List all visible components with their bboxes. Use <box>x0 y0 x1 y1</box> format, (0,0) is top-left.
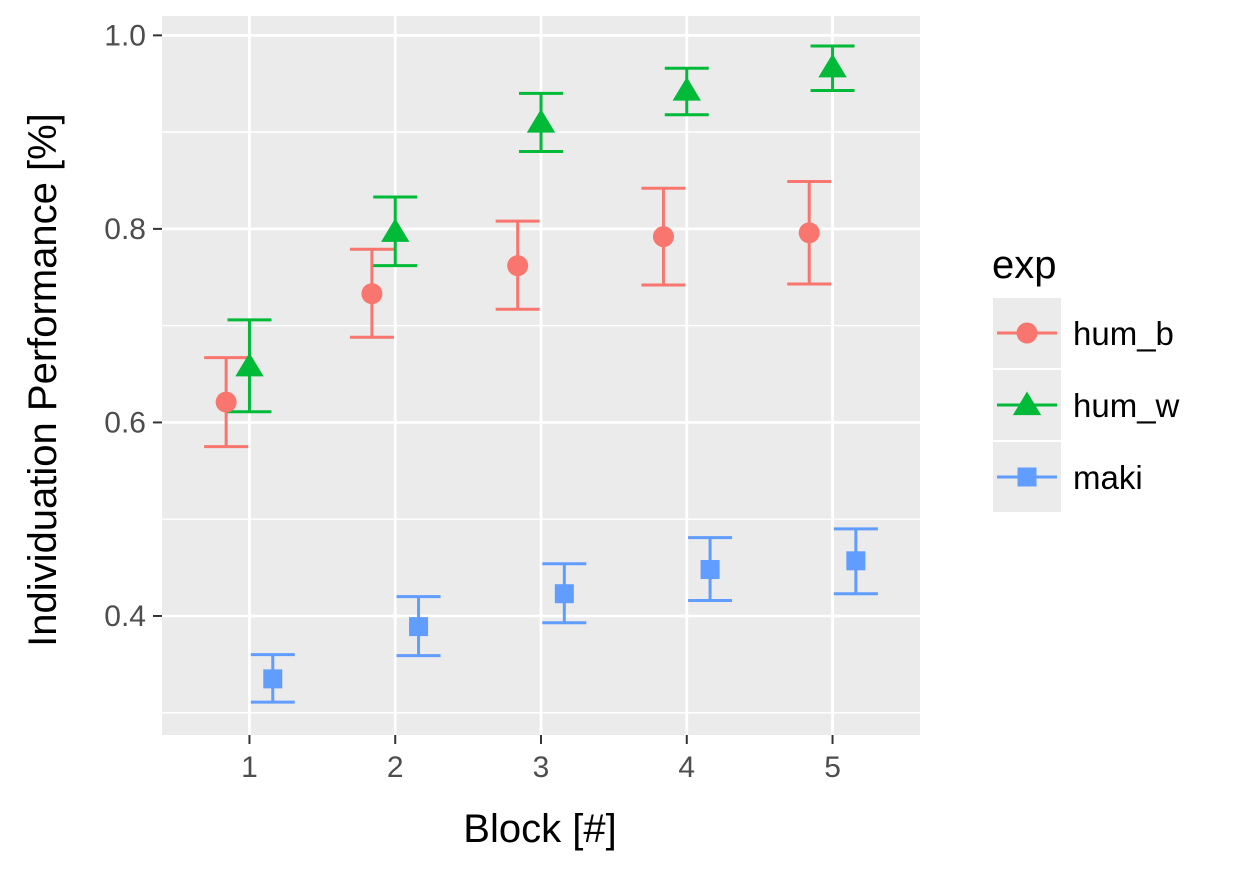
legend-item-hum_b: hum_b <box>993 298 1174 368</box>
legend-label-hum_b: hum_b <box>1073 315 1174 352</box>
y-tick-label: 0.6 <box>104 406 146 439</box>
x-tick-label: 5 <box>824 751 841 784</box>
point-hum_b <box>798 222 820 244</box>
y-tick-label: 0.8 <box>104 213 146 246</box>
y-tick-label: 0.4 <box>104 600 146 633</box>
x-tick-label: 2 <box>387 751 404 784</box>
x-tick-label: 3 <box>533 751 550 784</box>
axes: 0.4 0.6 0.8 1.0 1 2 3 4 5 <box>104 19 841 784</box>
grid-lines <box>162 16 920 735</box>
y-tick-label: 1.0 <box>104 19 146 52</box>
x-tick-label: 1 <box>241 751 258 784</box>
legend-marker-maki <box>1017 467 1037 487</box>
point-hum_w <box>672 77 701 101</box>
point-hum_w <box>526 108 556 133</box>
x-tick-label: 4 <box>678 751 695 784</box>
point-hum_b <box>361 283 383 305</box>
x-axis-title: Block [#] <box>463 807 616 851</box>
legend-marker-hum_b <box>1016 322 1038 344</box>
legend-marker-hum_w <box>1012 391 1042 416</box>
legend-label-hum_w: hum_w <box>1073 387 1180 424</box>
error-bars <box>204 44 878 704</box>
point-hum_w <box>381 218 410 242</box>
point-maki <box>700 560 720 580</box>
point-maki <box>263 669 283 689</box>
legend-item-hum_w: hum_w <box>993 370 1180 440</box>
legend-item-maki: maki <box>993 442 1143 512</box>
point-maki <box>846 551 866 571</box>
point-hum_w <box>235 352 264 377</box>
data-points <box>215 53 866 689</box>
legend-label-maki: maki <box>1073 459 1143 496</box>
point-hum_b <box>215 391 237 413</box>
legend-title: exp <box>992 243 1057 287</box>
y-axis-title: Individuation Performance [%] <box>21 113 65 647</box>
point-hum_b <box>507 255 529 277</box>
point-maki <box>554 584 574 604</box>
point-hum_w <box>818 53 847 78</box>
point-maki <box>409 617 429 637</box>
point-hum_b <box>652 226 674 248</box>
